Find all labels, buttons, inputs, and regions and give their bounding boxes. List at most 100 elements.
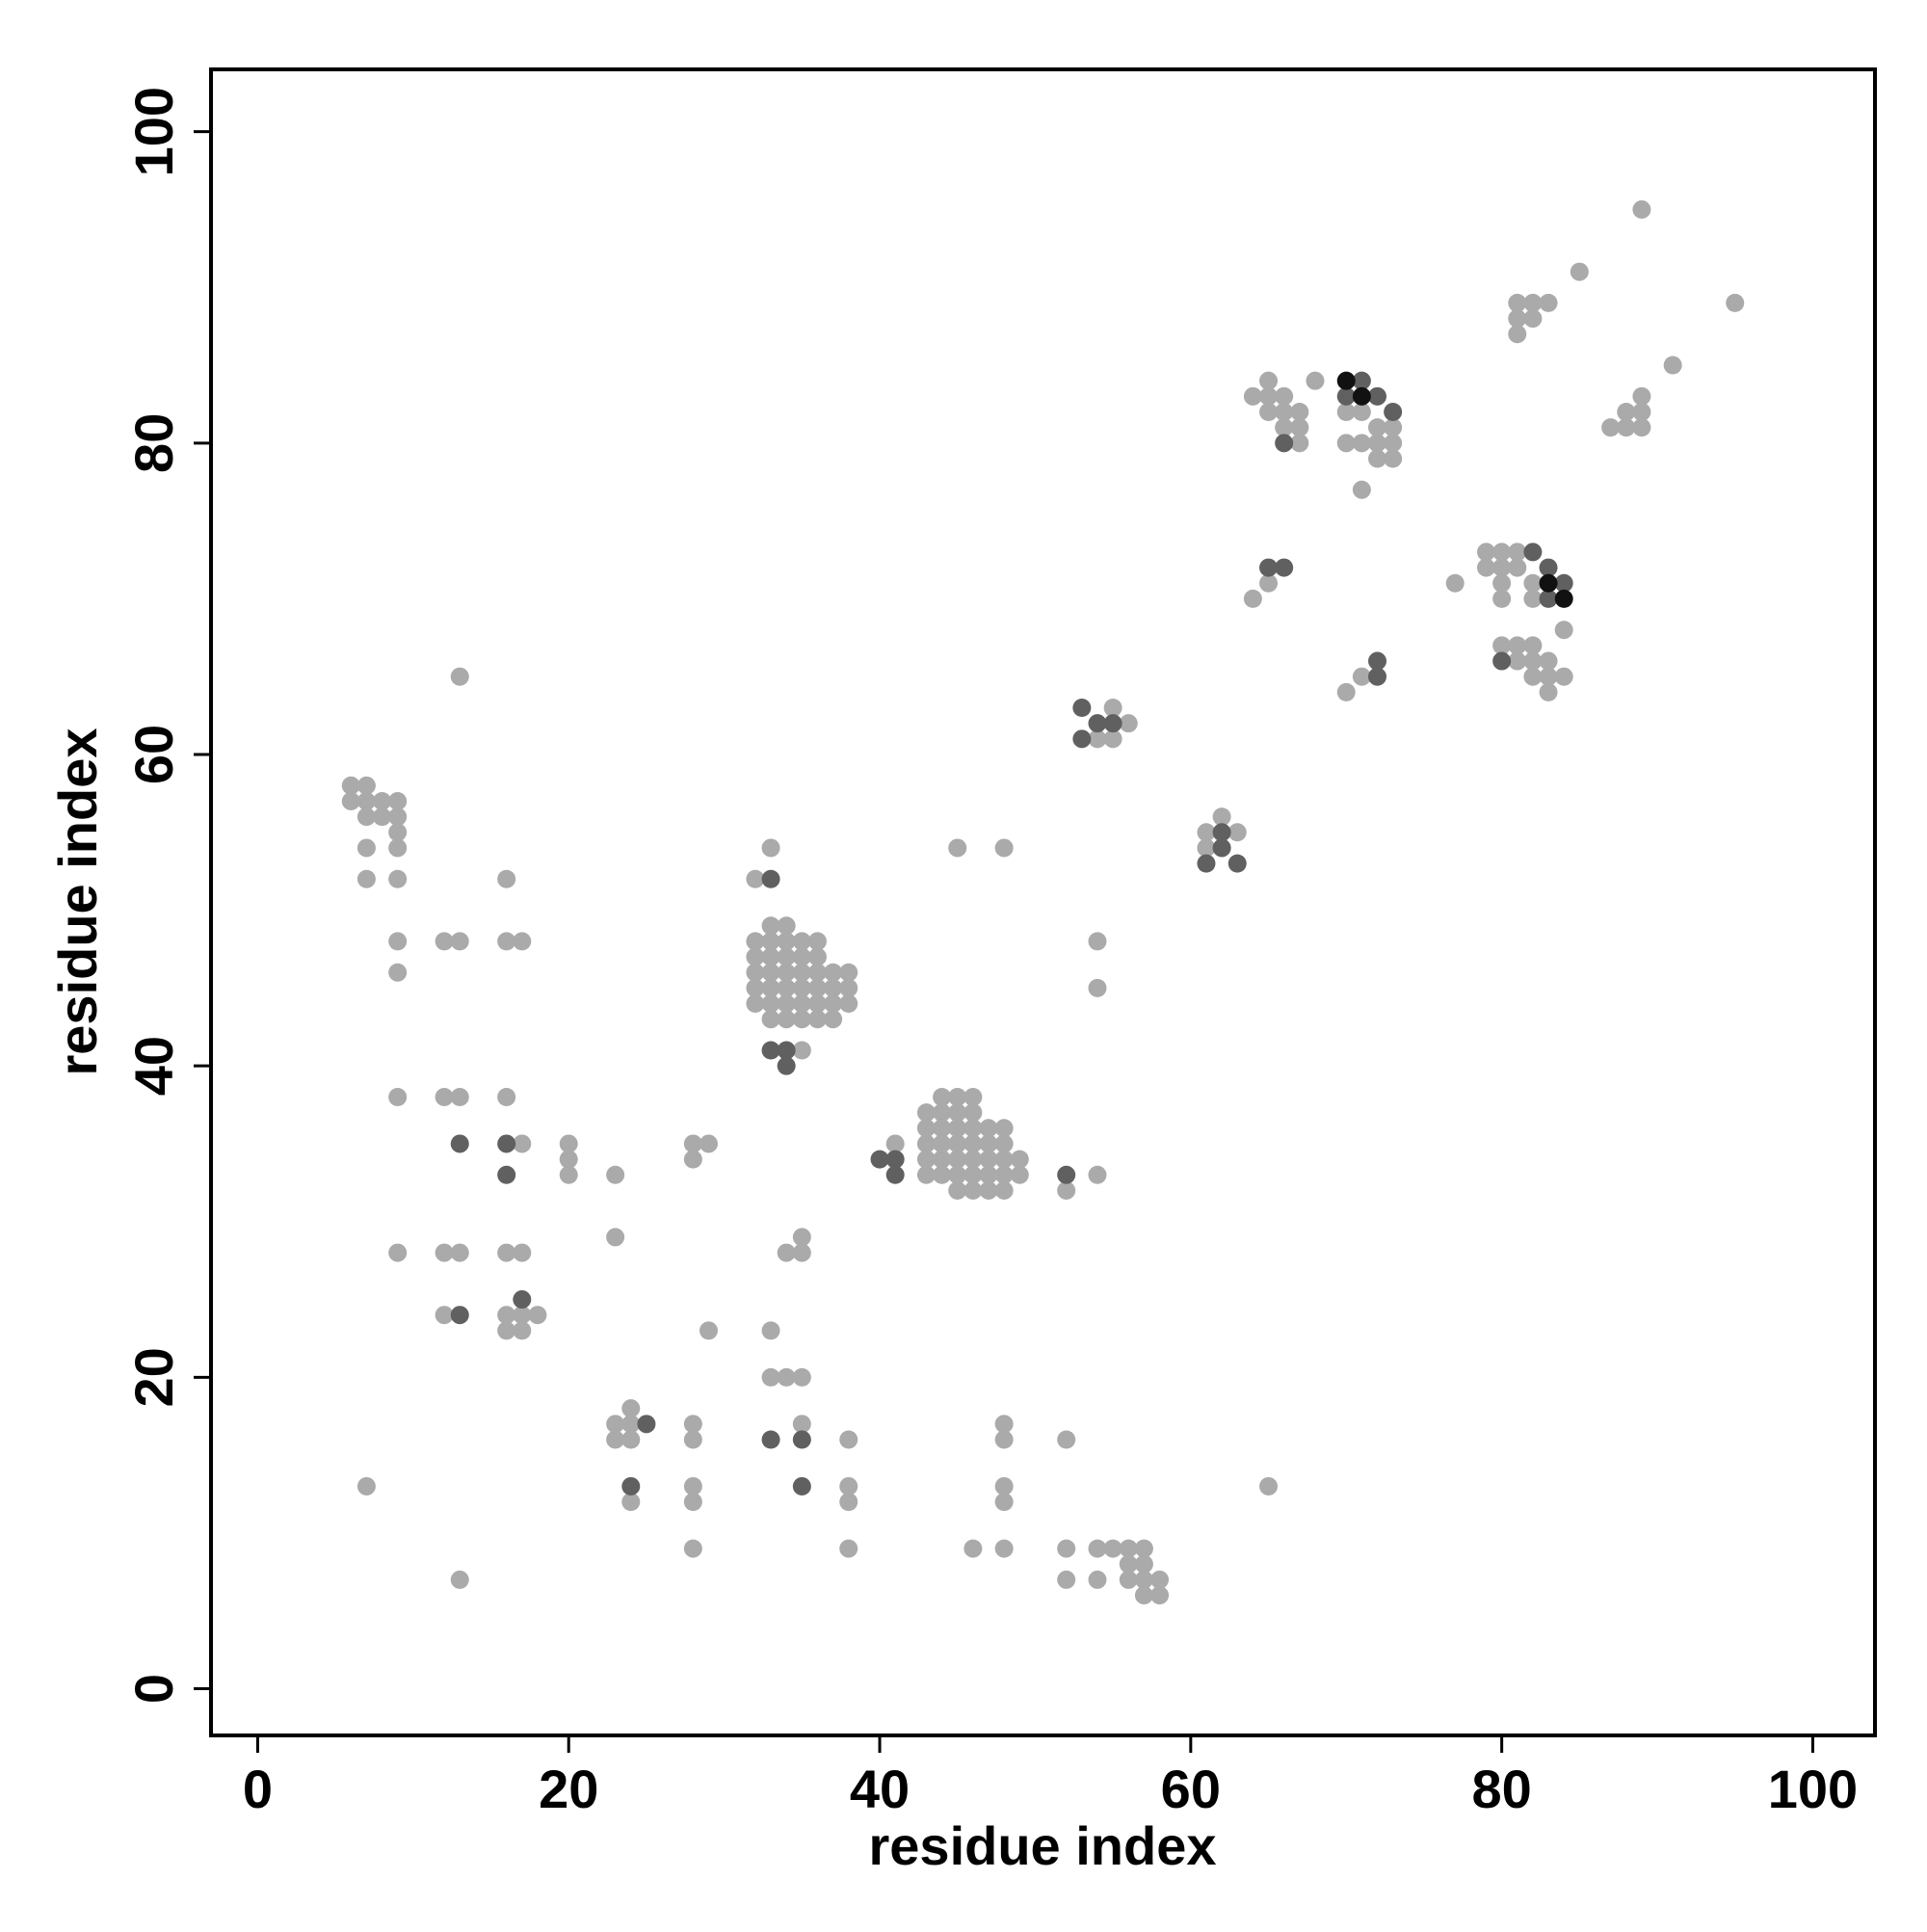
point <box>683 1430 702 1449</box>
point <box>777 932 796 951</box>
point <box>1010 1165 1029 1184</box>
point <box>792 994 811 1014</box>
point <box>792 1010 811 1029</box>
point <box>994 1150 1014 1169</box>
point <box>388 838 408 858</box>
point <box>1523 651 1543 671</box>
point <box>1476 558 1495 577</box>
point <box>1088 978 1107 997</box>
point <box>559 1165 578 1184</box>
point <box>824 994 843 1014</box>
point <box>933 1103 952 1123</box>
point <box>356 838 376 858</box>
point <box>1057 1180 1076 1200</box>
point <box>1150 1586 1170 1605</box>
point <box>761 1010 780 1029</box>
point <box>559 1134 578 1153</box>
point <box>964 1103 983 1123</box>
point <box>1072 699 1092 718</box>
point <box>1617 402 1636 421</box>
point <box>948 1150 967 1169</box>
point <box>1088 1539 1107 1558</box>
point <box>1539 558 1558 577</box>
point <box>839 994 858 1014</box>
point <box>1103 729 1122 749</box>
point <box>964 1119 983 1138</box>
point <box>497 932 516 951</box>
point <box>1057 1165 1076 1184</box>
point <box>1336 434 1356 453</box>
point <box>1632 402 1651 421</box>
point <box>621 1415 641 1434</box>
point <box>761 978 780 997</box>
point <box>1663 356 1682 375</box>
point <box>1492 558 1512 577</box>
point <box>761 963 780 982</box>
point <box>964 1180 983 1200</box>
point <box>683 1415 702 1434</box>
point <box>824 978 843 997</box>
point <box>1384 418 1403 437</box>
point <box>1554 589 1573 608</box>
point <box>1103 699 1122 718</box>
point <box>341 791 360 810</box>
point <box>1134 1539 1153 1558</box>
point <box>497 1165 516 1184</box>
point <box>1492 573 1512 593</box>
point <box>1523 573 1543 593</box>
point <box>994 1180 1014 1200</box>
point <box>979 1150 998 1169</box>
point <box>792 947 811 966</box>
point <box>1088 932 1107 951</box>
point <box>497 869 516 888</box>
point <box>1508 325 1527 344</box>
point <box>964 1150 983 1169</box>
point <box>1384 449 1403 468</box>
point <box>916 1119 936 1138</box>
x-tick-label: 100 <box>1768 1759 1858 1819</box>
point <box>435 1087 454 1106</box>
point <box>1306 371 1325 390</box>
point <box>435 1306 454 1325</box>
point <box>1523 309 1543 329</box>
x-tick-label: 80 <box>1471 1759 1531 1819</box>
point <box>761 947 780 966</box>
point <box>807 932 827 951</box>
point <box>979 1165 998 1184</box>
point <box>1508 309 1527 329</box>
point <box>1539 293 1558 312</box>
point <box>1352 402 1371 421</box>
point <box>979 1180 998 1200</box>
point <box>450 1570 469 1589</box>
point <box>497 1321 516 1340</box>
point <box>1632 199 1651 219</box>
point <box>1275 386 1294 406</box>
point <box>1290 418 1309 437</box>
point <box>777 963 796 982</box>
x-axis-title: residue index <box>868 1815 1216 1876</box>
point <box>1088 714 1107 733</box>
point <box>1384 434 1403 453</box>
point <box>1601 418 1621 437</box>
point <box>1119 714 1138 733</box>
point <box>1632 386 1651 406</box>
point <box>746 932 765 951</box>
point <box>606 1228 625 1247</box>
point <box>1275 558 1294 577</box>
point <box>948 1165 967 1184</box>
point <box>1492 636 1512 655</box>
y-tick-label: 40 <box>123 1036 184 1096</box>
point <box>994 1165 1014 1184</box>
point <box>1336 402 1356 421</box>
point <box>1726 293 1745 312</box>
point <box>885 1150 905 1169</box>
point <box>621 1399 641 1418</box>
point <box>388 791 408 810</box>
point <box>1523 636 1543 655</box>
point <box>1150 1570 1170 1589</box>
point <box>761 932 780 951</box>
point <box>1508 293 1527 312</box>
point <box>1227 854 1247 873</box>
point <box>388 1243 408 1262</box>
point <box>683 1493 702 1512</box>
